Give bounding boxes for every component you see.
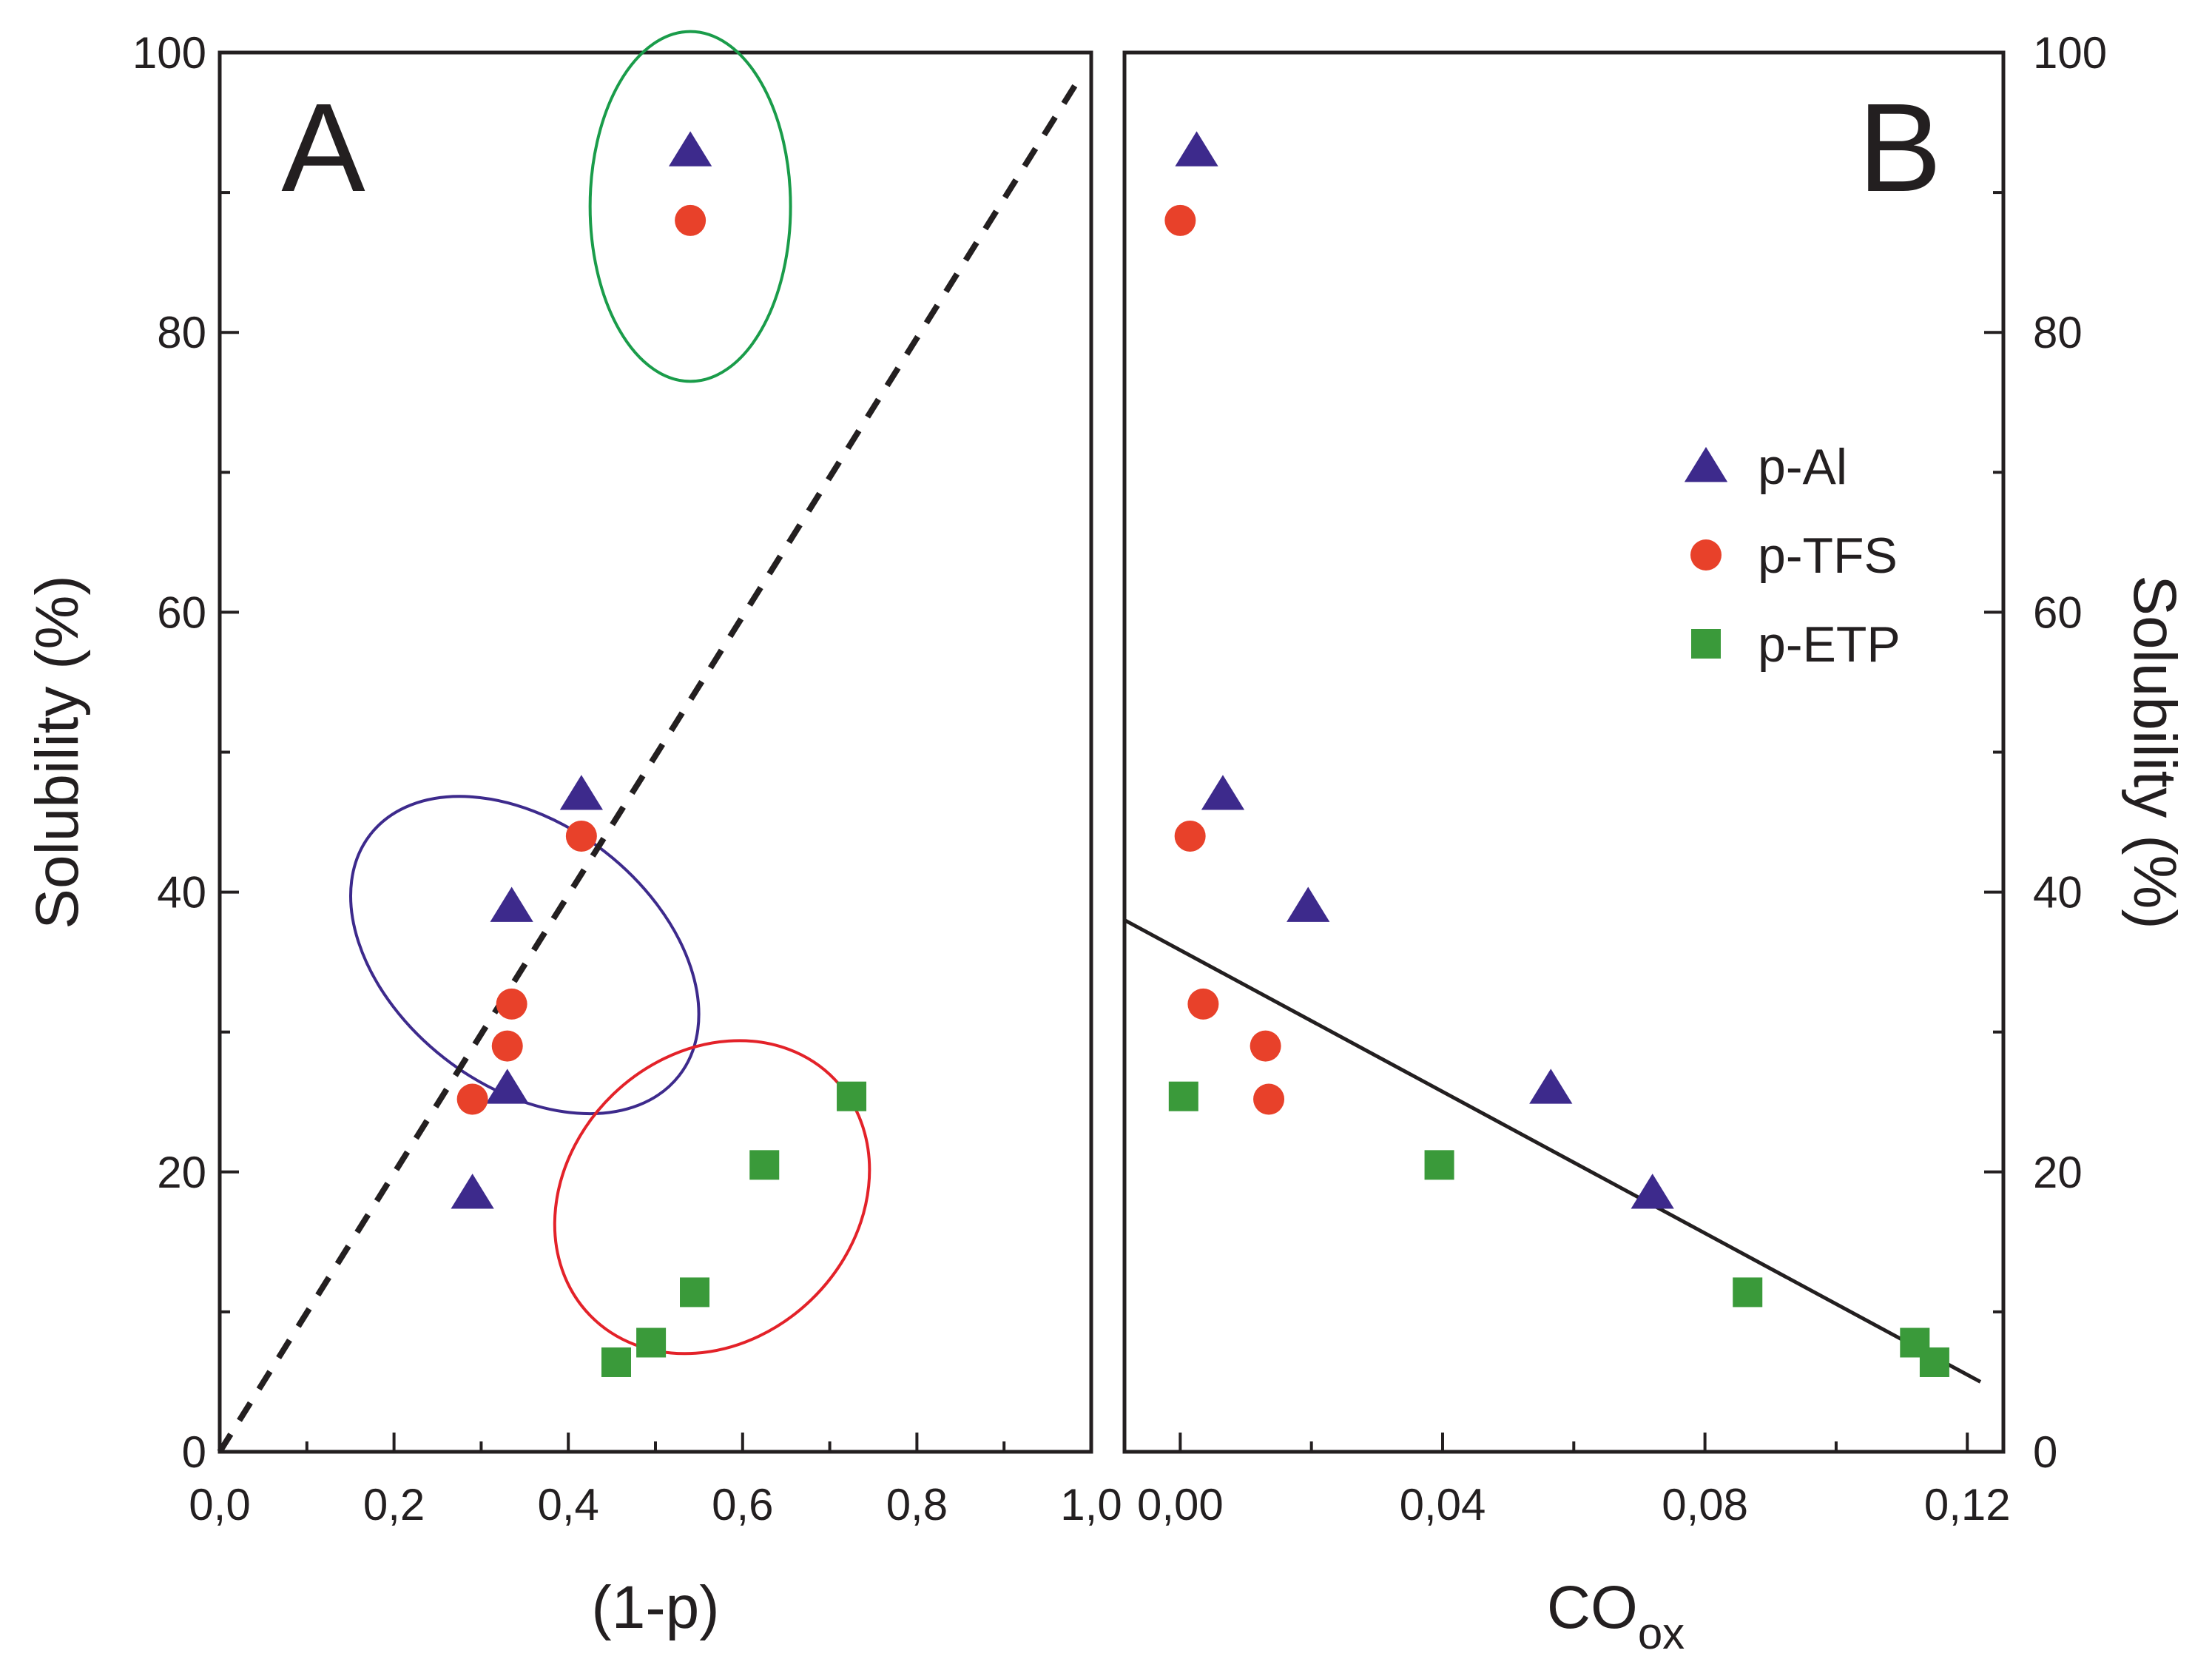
- y-tick-label: 20: [157, 1148, 206, 1197]
- data-point: [1175, 131, 1218, 166]
- y-tick-label: 0: [2033, 1427, 2057, 1477]
- data-point: [1187, 988, 1219, 1020]
- x-tick-label: 0,00: [1137, 1480, 1224, 1529]
- x-tick-label: 0,2: [363, 1480, 425, 1529]
- y-tick-label: 40: [157, 868, 206, 918]
- legend-label: p-Al: [1758, 439, 1847, 495]
- data-point: [680, 1277, 710, 1308]
- data-point: [490, 886, 533, 922]
- grouping-ellipse: [588, 30, 792, 383]
- series-p-tfs: [1164, 204, 1285, 1115]
- data-point: [1168, 1081, 1198, 1111]
- data-point: [636, 1327, 667, 1358]
- y-tick-label: 100: [132, 28, 206, 78]
- data-point: [1287, 886, 1330, 922]
- data-point: [491, 1030, 523, 1062]
- y-tick-label: 100: [2033, 28, 2107, 78]
- x-tick-label: 0,4: [537, 1480, 598, 1529]
- legend: p-Al p-TFS p-ETP: [1684, 439, 1901, 673]
- series-p-al: [451, 131, 712, 1209]
- x-tick-label: 0,6: [712, 1480, 773, 1529]
- series-p-etp: [1168, 1081, 1949, 1377]
- legend-marker: [1691, 629, 1721, 659]
- y-tick-label: 40: [2033, 868, 2083, 918]
- x-axis-title-subscript: ox: [1638, 1609, 1685, 1658]
- data-point: [456, 1083, 488, 1115]
- x-tick-label: 0,8: [886, 1480, 948, 1529]
- plot-frame: [1122, 50, 2006, 1454]
- legend-label: p-TFS: [1758, 528, 1898, 584]
- y-axis-title: Solubility (%): [2121, 575, 2188, 929]
- data-point: [485, 1068, 529, 1104]
- data-point: [749, 1150, 780, 1180]
- fit-line: [1123, 918, 1982, 1384]
- y-axis-title: Solubility (%): [24, 575, 91, 929]
- data-point: [601, 1347, 631, 1377]
- y-tick-label: 60: [157, 588, 206, 637]
- data-point: [1201, 775, 1245, 810]
- data-point: [1174, 820, 1206, 852]
- x-axis-title: COox: [1547, 1574, 1685, 1658]
- data-point: [451, 1174, 494, 1209]
- legend-marker: [1684, 447, 1728, 482]
- data-point: [1424, 1150, 1454, 1180]
- data-point: [559, 775, 603, 810]
- data-point: [1631, 1174, 1674, 1209]
- series-p-tfs: [456, 204, 707, 1115]
- panel-b: 0,00 0,04 0,08 0,12 0 20 40 60 80 100 COox Solubili…: [1122, 28, 2188, 1658]
- x-axis-title: (1-p): [591, 1574, 719, 1641]
- x-tick-label: 0,0: [189, 1480, 250, 1529]
- x-axis-title-main: CO: [1547, 1574, 1638, 1641]
- x-tick-label: 0,04: [1400, 1480, 1486, 1529]
- legend-label: p-ETP: [1758, 616, 1901, 673]
- data-point: [1253, 1083, 1285, 1115]
- data-point: [1250, 1030, 1281, 1062]
- data-point: [669, 131, 712, 166]
- y-tick-label: 20: [2033, 1148, 2083, 1197]
- grouping-ellipse: [349, 795, 701, 1116]
- dashed-reference-line: [217, 72, 1085, 1454]
- data-point: [1733, 1277, 1763, 1308]
- y-tick-label: 80: [2033, 308, 2083, 357]
- panel-label: A: [281, 78, 365, 218]
- data-point: [565, 820, 597, 852]
- series-p-al: [1175, 131, 1674, 1209]
- y-tick-label: 60: [2033, 588, 2083, 637]
- data-point: [1529, 1068, 1573, 1104]
- panel-a: 0,0 0,2 0,4 0,6 0,8 1,0 0 20 40 60 80 100 (1-p) Solub…: [24, 28, 1122, 1641]
- legend-marker: [1690, 539, 1722, 571]
- data-point: [1919, 1347, 1949, 1377]
- data-point: [675, 204, 707, 236]
- grouping-ellipse: [553, 1039, 871, 1356]
- y-tick-label: 80: [157, 308, 206, 357]
- y-tick-label: 0: [182, 1427, 206, 1477]
- series-p-etp: [601, 1081, 867, 1377]
- x-tick-label: 1,0: [1060, 1480, 1122, 1529]
- x-tick-label: 0,12: [1924, 1480, 2011, 1529]
- panel-label: B: [1858, 78, 1941, 218]
- data-point: [837, 1081, 867, 1111]
- x-tick-label: 0,08: [1662, 1480, 1748, 1529]
- data-point: [496, 988, 527, 1020]
- data-point: [1164, 204, 1196, 236]
